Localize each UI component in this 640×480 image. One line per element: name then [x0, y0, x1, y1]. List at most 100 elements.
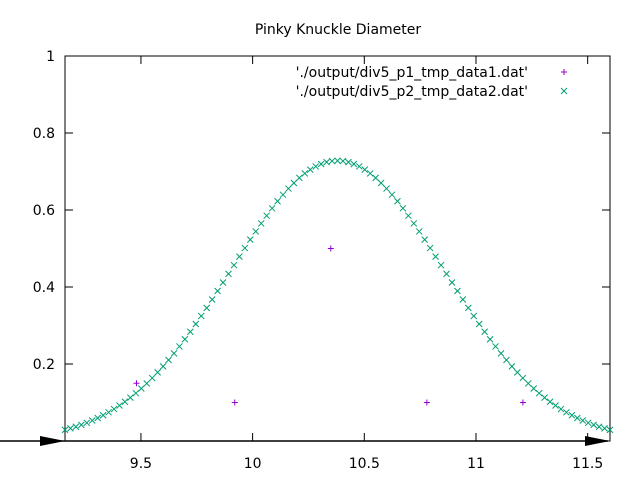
data-point-data2 — [486, 335, 494, 343]
data-point-data2 — [454, 287, 461, 295]
data-point-data2 — [328, 157, 336, 165]
data-point-data2 — [573, 414, 581, 422]
data-point-data2 — [252, 228, 260, 235]
data-point-data2 — [503, 356, 510, 364]
data-point-data2 — [513, 369, 521, 376]
legend-label-data1: './output/div5_p1_tmp_data1.dat' — [296, 65, 528, 81]
data-point-data2 — [88, 417, 96, 424]
data-point-data2 — [541, 394, 548, 401]
data-point-data1 — [133, 380, 140, 387]
data-point-data2 — [143, 380, 151, 387]
data-point-data2 — [246, 236, 254, 244]
data-point-data2 — [606, 426, 614, 434]
data-point-data2 — [568, 411, 576, 419]
data-point-data2 — [241, 244, 249, 252]
data-point-data2 — [366, 170, 374, 177]
data-point-data2 — [72, 423, 80, 431]
y-tick-label: 0.2 — [33, 357, 55, 373]
data-point-data2 — [563, 408, 570, 416]
data-point-data2 — [148, 374, 156, 382]
data-point-data2 — [519, 374, 527, 382]
data-point-data2 — [345, 158, 352, 166]
series-data1-markers — [133, 245, 526, 406]
data-point-data2 — [312, 163, 320, 170]
data-point-data2 — [437, 261, 445, 269]
data-point-data2 — [99, 411, 107, 419]
data-point-data1 — [519, 399, 526, 406]
data-point-data2 — [236, 253, 243, 260]
data-point-data2 — [317, 160, 325, 168]
data-point-data2 — [404, 212, 412, 220]
x-tick-label: 11.5 — [572, 456, 603, 472]
data-point-data2 — [105, 408, 112, 416]
y-tick-label: 0.4 — [33, 280, 55, 296]
data-point-data2 — [557, 405, 565, 413]
data-point-data2 — [339, 157, 347, 165]
data-point-data2 — [192, 320, 200, 328]
data-point-data2 — [524, 380, 532, 387]
legend-marker-data2 — [560, 87, 568, 95]
legend-label-data2: './output/div5_p2_tmp_data2.dat' — [296, 84, 528, 100]
data-point-data2 — [552, 402, 559, 409]
data-point-data2 — [268, 204, 276, 212]
x-tick-label: 10 — [244, 456, 262, 472]
data-point-data2 — [230, 261, 238, 269]
x-axis: 9.5 10 10.5 11 11.5 — [130, 56, 603, 472]
data-point-data2 — [426, 244, 434, 252]
data-point-data2 — [116, 402, 123, 409]
data-point-data2 — [181, 335, 189, 343]
data-point-data2 — [508, 362, 516, 370]
data-point-data2 — [186, 328, 194, 336]
data-point-data2 — [383, 185, 390, 192]
y-tick-label: 0.6 — [33, 203, 55, 219]
data-point-data2 — [83, 419, 91, 427]
data-point-data2 — [415, 228, 423, 235]
data-point-data2 — [219, 279, 227, 286]
data-point-data2 — [497, 350, 505, 357]
data-point-data2 — [165, 356, 172, 364]
data-point-data2 — [535, 389, 543, 397]
data-point-data2 — [94, 414, 102, 422]
data-point-data2 — [154, 369, 162, 376]
data-point-data2 — [421, 236, 429, 244]
chart-title: Pinky Knuckle Diameter — [255, 22, 422, 38]
x-tick-label: 11 — [467, 456, 485, 472]
series-data2-markers — [61, 157, 614, 434]
y-axis: 0.2 0.4 0.6 0.8 1 — [33, 49, 610, 373]
data-point-data2 — [459, 296, 467, 303]
data-point-data2 — [203, 304, 211, 312]
data-point-data2 — [470, 312, 478, 320]
data-point-data2 — [481, 328, 489, 336]
legend-marker-plus — [561, 69, 567, 75]
legend: './output/div5_p1_tmp_data1.dat' './outp… — [296, 65, 568, 100]
data-point-data2 — [355, 163, 363, 170]
data-point-data2 — [306, 166, 314, 173]
data-point-data2 — [176, 343, 183, 350]
data-point-data2 — [323, 158, 330, 166]
data-point-data2 — [208, 296, 216, 303]
data-point-data2 — [350, 160, 358, 168]
x-tick-label: 10.5 — [349, 456, 380, 472]
data-point-data2 — [475, 320, 483, 328]
data-point-data2 — [132, 389, 140, 397]
data-point-data2 — [590, 421, 598, 429]
data-point-data2 — [372, 174, 380, 182]
data-point-data2 — [334, 157, 341, 165]
y-tick-label: 1 — [46, 49, 55, 65]
data-point-data2 — [432, 253, 439, 260]
data-point-data2 — [530, 385, 538, 392]
data-point-data2 — [285, 185, 292, 192]
data-point-data2 — [377, 179, 385, 187]
data-point-data2 — [61, 426, 69, 434]
data-point-data2 — [257, 220, 265, 227]
data-point-data2 — [394, 197, 401, 205]
data-point-data2 — [127, 394, 134, 401]
data-point-data2 — [274, 197, 281, 205]
data-point-data2 — [279, 191, 287, 199]
data-point-data2 — [110, 405, 118, 413]
data-point-data2 — [159, 362, 167, 370]
data-point-data2 — [601, 425, 608, 432]
data-point-data2 — [295, 174, 303, 182]
data-point-data2 — [361, 166, 369, 173]
data-point-data2 — [579, 417, 587, 424]
